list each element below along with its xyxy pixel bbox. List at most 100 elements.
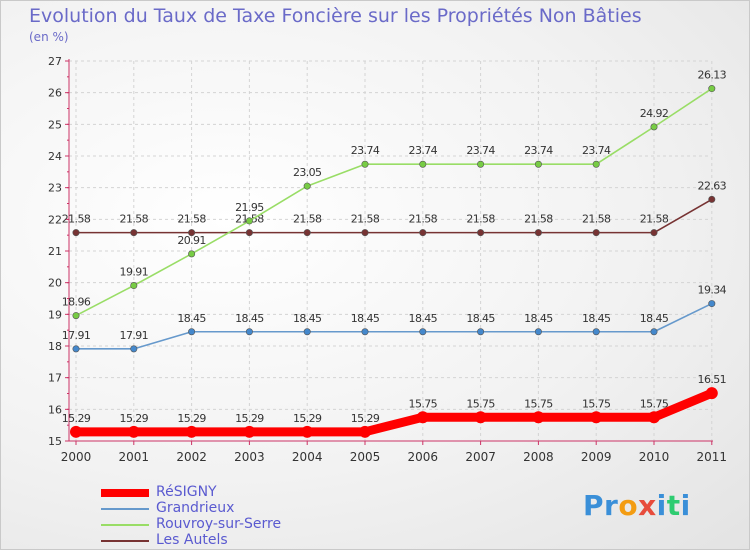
data-point	[705, 387, 718, 400]
data-label: 15.29	[62, 412, 91, 425]
data-label: 17.91	[120, 329, 149, 342]
data-label: 15.29	[351, 412, 380, 425]
data-label: 18.45	[293, 312, 322, 325]
logo-letter: x	[638, 489, 657, 522]
data-point	[534, 328, 542, 336]
y-tick-label: 20	[48, 277, 62, 290]
data-label: 18.45	[582, 312, 611, 325]
data-label: 15.75	[640, 397, 669, 410]
x-tick-label: 2006	[408, 450, 439, 464]
data-point	[303, 328, 311, 336]
data-point	[648, 411, 660, 424]
proxiti-logo: Proxiti	[583, 489, 691, 522]
data-point	[245, 328, 253, 336]
data-point	[592, 160, 600, 168]
data-point	[592, 229, 600, 237]
data-point	[532, 411, 545, 424]
data-label: 15.75	[524, 397, 553, 410]
legend-label-rouvroy: Rouvroy-sur-Serre	[156, 516, 282, 532]
logo-letter: o	[618, 489, 639, 522]
data-point	[708, 195, 716, 203]
data-point	[419, 160, 427, 168]
x-tick-label: 2011	[697, 450, 728, 464]
data-label: 22.63	[698, 179, 727, 192]
legend-label-grandrieux: Grandrieux	[156, 500, 235, 516]
data-label: 16.51	[698, 373, 727, 386]
data-point	[188, 250, 196, 258]
legend-label-resigny: RéSIGNY	[156, 484, 217, 500]
data-label: 18.45	[466, 312, 495, 325]
data-label: 18.45	[351, 312, 380, 325]
data-point	[72, 229, 80, 237]
data-point	[359, 425, 371, 438]
data-point	[477, 229, 485, 237]
data-point	[416, 411, 429, 424]
x-tick-label: 2000	[61, 450, 92, 464]
y-tick-label: 18	[48, 340, 62, 353]
logo-letter: i	[680, 489, 691, 522]
data-label: 23.74	[409, 144, 438, 157]
logo-letter: t	[666, 489, 681, 522]
data-label: 18.45	[409, 312, 438, 325]
series-line	[75, 198, 713, 234]
y-tick-label: 15	[48, 435, 62, 448]
legend-swatch-rouvroy	[101, 524, 149, 526]
data-label: 18.45	[524, 312, 553, 325]
data-label: 21.58	[640, 213, 669, 226]
chart-title: Evolution du Taux de Taxe Foncière sur l…	[29, 5, 642, 27]
data-point	[592, 328, 600, 336]
logo-letter: i	[656, 489, 667, 522]
data-point	[534, 229, 542, 237]
x-tick-label: 2009	[581, 450, 612, 464]
data-point	[590, 411, 603, 424]
data-point	[245, 229, 253, 237]
data-label: 18.96	[62, 296, 91, 309]
data-point	[361, 160, 369, 168]
data-point	[188, 229, 196, 237]
data-label: 23.74	[524, 144, 553, 157]
data-label: 19.34	[698, 284, 727, 297]
legend-label-les-autels: Les Autels	[156, 532, 228, 548]
y-tick-label: 17	[48, 372, 62, 385]
data-label: 23.74	[466, 144, 495, 157]
data-label: 21.95	[235, 201, 264, 214]
data-point	[708, 85, 716, 93]
data-label: 23.74	[582, 144, 611, 157]
data-label: 21.58	[293, 213, 322, 226]
data-label: 23.05	[293, 166, 322, 179]
data-point	[185, 425, 198, 438]
data-point	[477, 328, 485, 336]
y-tick-label: 22	[48, 213, 62, 226]
data-label: 21.58	[351, 213, 380, 226]
data-label: 15.29	[177, 412, 206, 425]
data-label: 20.91	[177, 234, 206, 247]
data-label: 21.58	[582, 213, 611, 226]
data-label: 18.45	[235, 312, 264, 325]
data-point	[130, 229, 138, 237]
y-tick-label: 16	[48, 403, 62, 416]
y-tick-label: 21	[48, 245, 62, 258]
data-label: 15.29	[293, 412, 322, 425]
data-point	[419, 229, 427, 237]
data-label: 17.91	[62, 329, 91, 342]
data-point	[477, 160, 485, 168]
y-tick-label: 23	[48, 182, 62, 195]
data-point	[130, 282, 138, 290]
data-point	[301, 425, 314, 438]
data-label: 21.58	[62, 213, 91, 226]
data-point	[243, 425, 256, 438]
y-tick-label: 25	[48, 118, 62, 131]
x-tick-label: 2010	[639, 450, 670, 464]
logo-letter: P	[583, 489, 605, 522]
unit-label: (en %)	[29, 30, 69, 44]
data-label: 15.29	[120, 412, 149, 425]
data-point	[127, 425, 140, 438]
data-label: 15.75	[466, 397, 495, 410]
data-point	[245, 217, 253, 225]
data-point	[708, 300, 716, 308]
data-label: 21.58	[409, 213, 438, 226]
data-label: 24.92	[640, 107, 669, 120]
series-line	[75, 302, 713, 350]
